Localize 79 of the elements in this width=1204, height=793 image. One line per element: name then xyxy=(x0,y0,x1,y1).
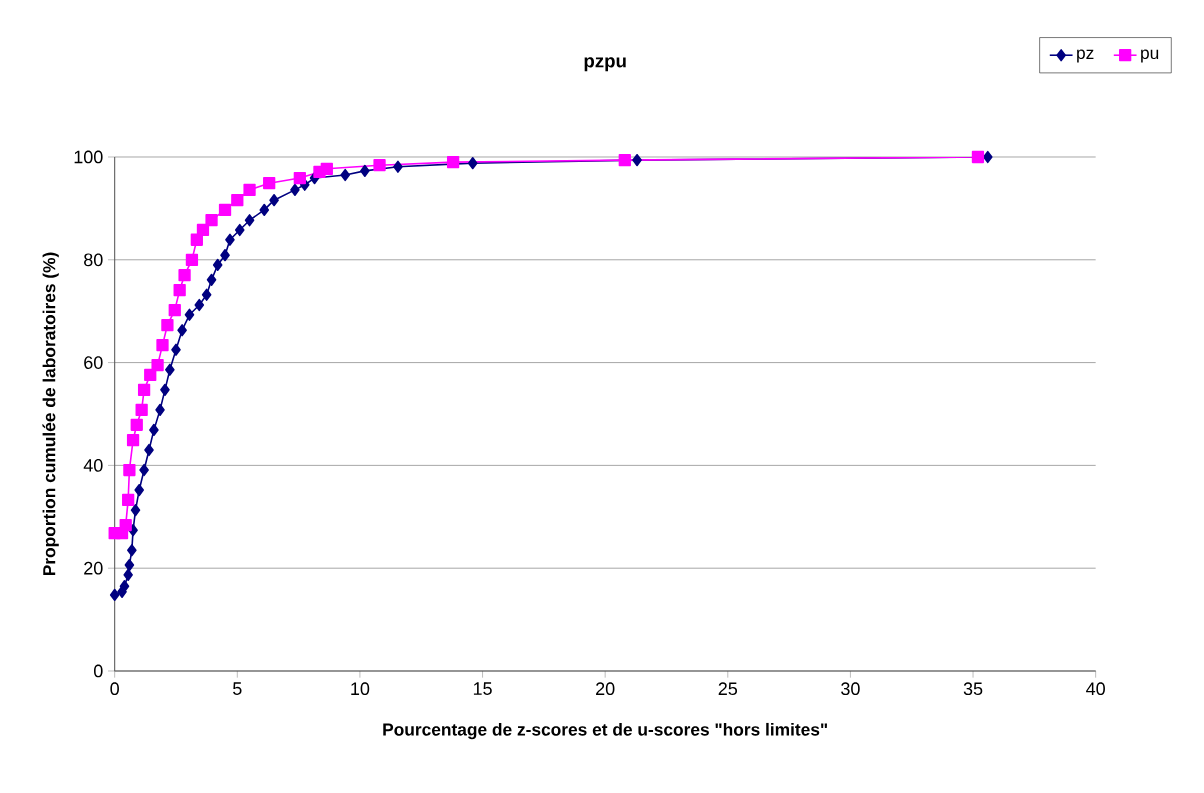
point xyxy=(185,253,199,266)
point xyxy=(243,183,256,197)
point xyxy=(161,318,174,332)
y-tick-label: 20 xyxy=(84,561,103,575)
point xyxy=(201,288,212,301)
point xyxy=(130,418,143,431)
point xyxy=(144,443,154,457)
x-tick-label: 10 xyxy=(351,682,370,696)
x-tick-label: 40 xyxy=(1086,682,1105,696)
point xyxy=(127,544,137,557)
point xyxy=(171,343,181,356)
point xyxy=(293,171,306,185)
point xyxy=(618,153,631,167)
point xyxy=(135,403,148,417)
x-tick-label: 25 xyxy=(718,682,738,696)
point xyxy=(137,383,151,396)
point xyxy=(290,183,300,197)
point xyxy=(263,177,276,190)
y-tick-label: 80 xyxy=(84,253,103,267)
x-tick-label: 0 xyxy=(110,682,119,696)
point xyxy=(194,298,205,312)
y-tick-label: 40 xyxy=(83,459,103,472)
point xyxy=(126,434,140,447)
point xyxy=(168,304,181,317)
point xyxy=(205,214,218,227)
point xyxy=(178,269,191,282)
point xyxy=(269,194,279,207)
point xyxy=(220,249,230,262)
point xyxy=(196,223,210,237)
point xyxy=(119,518,132,532)
point xyxy=(184,308,195,321)
point xyxy=(632,153,642,167)
x-tick-label: 30 xyxy=(841,682,860,696)
legend-label: pz xyxy=(1077,49,1094,63)
x-tick-label: 15 xyxy=(473,682,492,695)
point xyxy=(982,150,993,164)
point xyxy=(206,273,217,286)
point xyxy=(393,160,403,173)
point xyxy=(139,463,149,477)
point xyxy=(123,568,133,582)
point xyxy=(144,368,157,382)
point xyxy=(155,403,165,417)
y-tick-label: 0 xyxy=(94,664,103,678)
point xyxy=(218,203,232,217)
point xyxy=(123,463,136,477)
point xyxy=(151,359,164,372)
point xyxy=(446,156,460,169)
x-tick-label: 35 xyxy=(963,682,983,696)
point xyxy=(234,223,245,237)
x-tick-label: 5 xyxy=(233,682,242,695)
chart-title: pzpu xyxy=(584,57,626,72)
point xyxy=(320,162,333,175)
point xyxy=(971,150,985,164)
point xyxy=(130,503,141,517)
point xyxy=(134,483,144,497)
point xyxy=(109,588,120,602)
point xyxy=(360,164,370,178)
point xyxy=(149,423,159,437)
point xyxy=(225,233,235,246)
point xyxy=(177,324,187,337)
point xyxy=(173,283,186,297)
point xyxy=(244,214,255,227)
point xyxy=(231,194,244,207)
legend-label: pu xyxy=(1141,49,1159,63)
point xyxy=(160,383,170,396)
x-axis-title: Pourcentage de z-scores et de u-scores "hors limites" xyxy=(383,722,827,740)
point xyxy=(212,258,223,272)
y-tick-label: 60 xyxy=(84,356,103,369)
point xyxy=(156,338,169,352)
point xyxy=(122,493,135,506)
point xyxy=(467,157,478,170)
point xyxy=(124,558,135,572)
y-axis-title: Proportion cumulée de laboratoires (%) xyxy=(42,252,59,576)
point xyxy=(259,203,270,217)
point xyxy=(373,159,386,172)
point xyxy=(340,168,351,182)
x-tick-label: 20 xyxy=(596,682,615,696)
point xyxy=(165,363,175,376)
y-tick-label: 100 xyxy=(74,150,103,164)
